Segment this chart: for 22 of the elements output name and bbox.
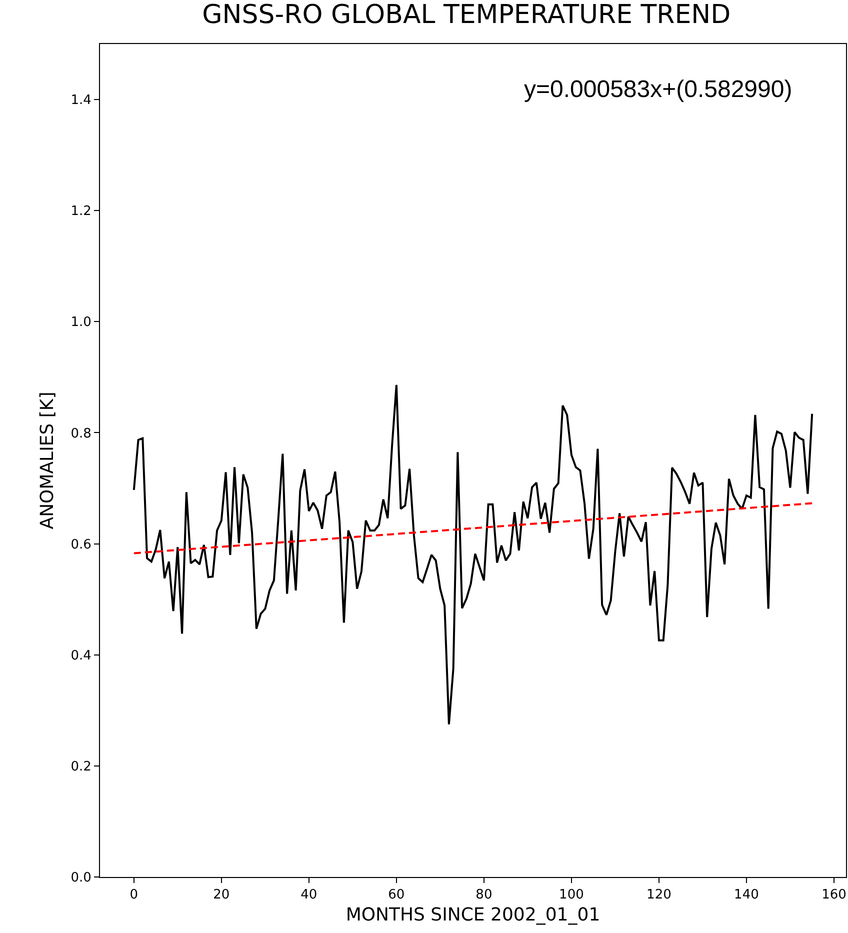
y-tick-label: 1.0	[70, 315, 92, 330]
x-tick-label: 140	[734, 888, 759, 903]
chart-title: GNSS-RO GLOBAL TEMPERATURE TREND	[202, 0, 731, 30]
x-tick-label: 60	[388, 888, 405, 903]
x-tick-label: 80	[476, 888, 492, 903]
x-tick-label: 120	[646, 888, 672, 903]
y-tick-label: 0.8	[70, 426, 92, 442]
y-tick-label: 0.6	[70, 537, 92, 552]
y-axis-title: ANOMALIES [K]	[36, 392, 58, 530]
y-tick-label: 0.4	[70, 648, 92, 664]
x-tick-label: 20	[213, 888, 230, 903]
x-tick-label: 0	[130, 888, 138, 903]
x-tick-label: 40	[300, 888, 318, 903]
y-tick-label: 0.0	[70, 870, 92, 886]
x-axis-title: MONTHS SINCE 2002_01_01	[346, 904, 600, 926]
annotation: y=0.000583x+(0.582990)	[524, 76, 792, 103]
y-tick-label: 1.4	[70, 93, 92, 108]
y-tick-label: 0.2	[70, 759, 92, 774]
x-tick-label: 160	[822, 888, 846, 903]
line-series	[132, 384, 814, 726]
x-tick-label: 100	[559, 888, 584, 903]
y-tick-label: 1.2	[70, 204, 92, 220]
